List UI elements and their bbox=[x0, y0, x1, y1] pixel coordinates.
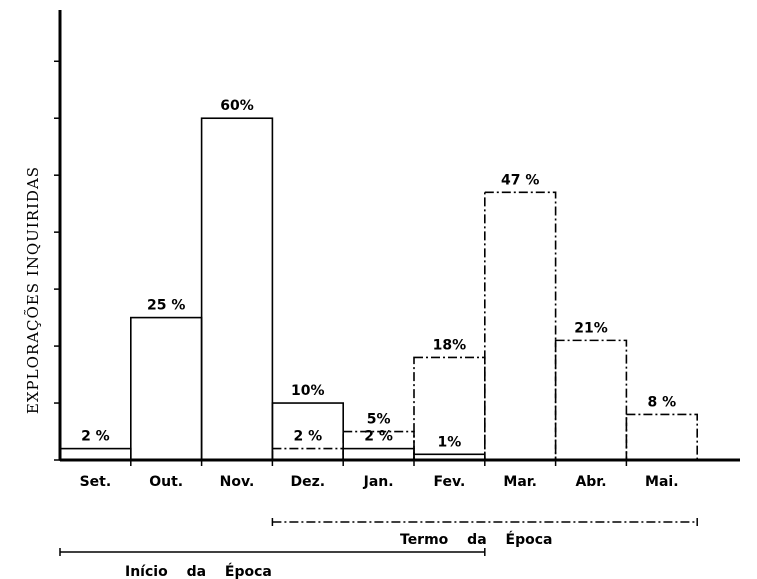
value-label: 18% bbox=[433, 337, 467, 353]
bar bbox=[130, 316, 203, 461]
value-label: 25 % bbox=[147, 298, 185, 314]
legend-label: Termo da Época bbox=[400, 531, 552, 548]
x-tick-label: Fev. bbox=[434, 474, 466, 490]
value-label: 60% bbox=[220, 98, 254, 114]
value-label: 1% bbox=[438, 434, 462, 450]
value-label: 10% bbox=[291, 383, 325, 399]
x-tick-label: Dez. bbox=[291, 474, 326, 490]
x-tick-label: Abr. bbox=[575, 474, 606, 490]
x-tick-label: Out. bbox=[149, 474, 183, 490]
x-tick-label: Mar. bbox=[503, 474, 537, 490]
x-tick-label: Mai. bbox=[645, 474, 679, 490]
value-label: 2 % bbox=[293, 429, 322, 445]
value-label: 2 % bbox=[364, 429, 393, 445]
bar bbox=[200, 117, 274, 461]
x-tick-label: Nov. bbox=[220, 474, 255, 490]
bar bbox=[342, 447, 415, 461]
value-label: 47 % bbox=[501, 172, 539, 188]
bar bbox=[625, 413, 699, 461]
bar bbox=[59, 447, 132, 461]
value-label: 21% bbox=[574, 320, 608, 336]
x-tick-label: Set. bbox=[80, 474, 112, 490]
y-axis-label: EXPLORAÇÕES INQUIRIDAS bbox=[24, 166, 42, 414]
bar bbox=[271, 447, 344, 461]
x-tick-label: Jan. bbox=[363, 474, 394, 490]
value-label: 8 % bbox=[647, 394, 676, 410]
value-label: 2 % bbox=[81, 429, 110, 445]
bar bbox=[554, 339, 628, 461]
bar bbox=[483, 191, 557, 461]
value-label: 5% bbox=[367, 412, 391, 428]
legend-label: Início da Época bbox=[125, 563, 272, 579]
